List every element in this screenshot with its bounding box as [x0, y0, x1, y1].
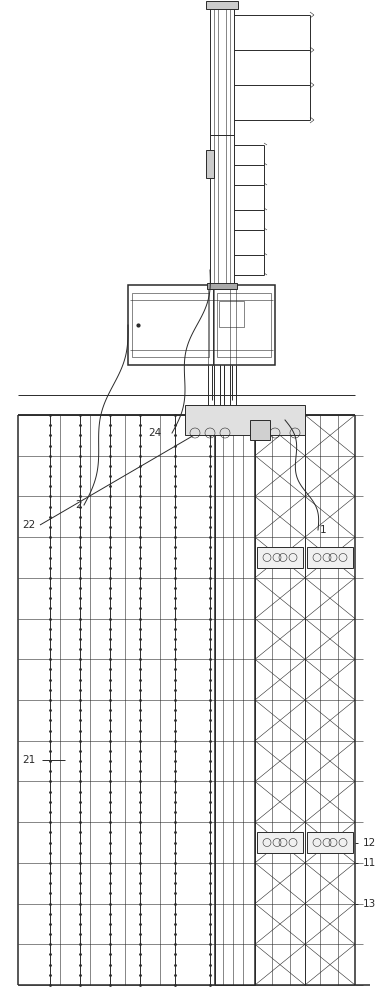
Text: 11: 11 — [363, 858, 376, 868]
Bar — [307, 832, 353, 853]
Bar — [307, 547, 353, 568]
Text: 22: 22 — [22, 520, 35, 530]
Text: 1: 1 — [320, 525, 327, 535]
Bar — [185, 405, 305, 435]
Bar — [210, 135, 234, 285]
Bar — [210, 5, 234, 135]
Bar — [207, 283, 237, 289]
Bar — [132, 293, 209, 357]
Bar — [217, 293, 271, 357]
Bar — [257, 547, 303, 568]
Text: 13: 13 — [363, 899, 376, 909]
Bar — [215, 415, 255, 985]
Bar — [206, 1, 238, 9]
Text: 24: 24 — [148, 428, 161, 438]
Text: 21: 21 — [22, 755, 35, 765]
Text: 12: 12 — [363, 838, 376, 848]
Bar — [206, 150, 214, 178]
Bar — [128, 285, 275, 365]
Bar — [219, 301, 244, 327]
Bar — [250, 420, 270, 440]
Text: 2: 2 — [75, 500, 82, 510]
Bar — [257, 832, 303, 853]
